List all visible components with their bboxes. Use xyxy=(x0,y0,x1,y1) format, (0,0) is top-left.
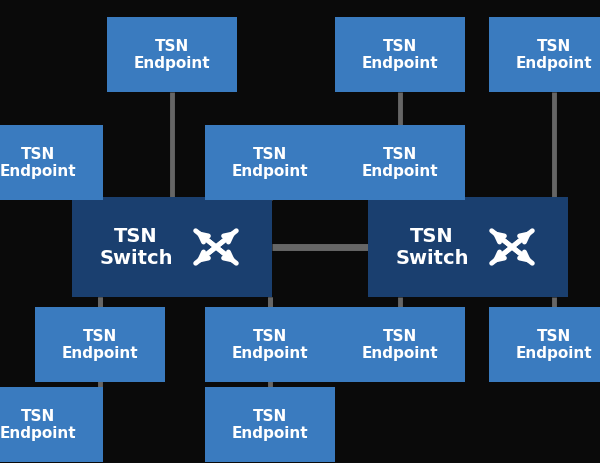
Bar xyxy=(335,125,465,200)
Text: TSN
Endpoint: TSN Endpoint xyxy=(232,408,308,440)
Bar xyxy=(205,307,335,382)
Bar xyxy=(335,18,465,92)
Text: TSN
Endpoint: TSN Endpoint xyxy=(515,39,592,71)
Text: TSN
Endpoint: TSN Endpoint xyxy=(362,146,439,179)
Text: TSN
Endpoint: TSN Endpoint xyxy=(232,328,308,360)
Bar xyxy=(205,125,335,200)
Text: TSN
Endpoint: TSN Endpoint xyxy=(515,328,592,360)
Bar xyxy=(35,307,165,382)
Bar xyxy=(0,387,103,462)
Text: TSN
Endpoint: TSN Endpoint xyxy=(232,146,308,179)
Bar xyxy=(107,18,237,92)
Text: TSN
Endpoint: TSN Endpoint xyxy=(0,146,76,179)
Bar xyxy=(205,387,335,462)
Bar xyxy=(335,307,465,382)
Text: TSN
Endpoint: TSN Endpoint xyxy=(134,39,211,71)
Bar xyxy=(0,125,103,200)
Text: TSN
Endpoint: TSN Endpoint xyxy=(362,39,439,71)
Text: TSN
Endpoint: TSN Endpoint xyxy=(362,328,439,360)
Text: TSN
Endpoint: TSN Endpoint xyxy=(0,408,76,440)
Text: TSN
Switch: TSN Switch xyxy=(99,227,173,268)
Text: TSN
Switch: TSN Switch xyxy=(395,227,469,268)
Bar xyxy=(368,198,568,297)
Bar xyxy=(489,18,600,92)
Bar xyxy=(72,198,272,297)
Bar xyxy=(489,307,600,382)
Text: TSN
Endpoint: TSN Endpoint xyxy=(62,328,139,360)
